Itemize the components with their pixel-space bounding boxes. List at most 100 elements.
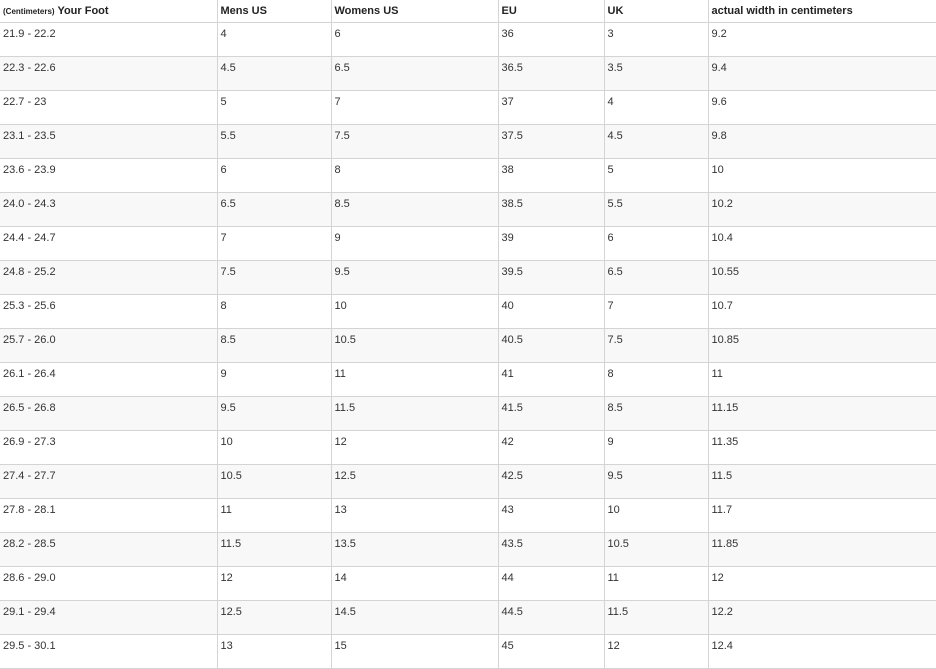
cell-uk: 3.5 [603, 56, 709, 91]
cell-foot-length: 26.9 - 27.3 [0, 430, 218, 465]
cell-womens-us: 13.5 [330, 532, 499, 567]
cell-eu: 40.5 [497, 328, 605, 363]
cell-foot-length: 23.1 - 23.5 [0, 124, 218, 159]
cell-foot-length: 25.7 - 26.0 [0, 328, 218, 363]
cell-eu: 41.5 [497, 396, 605, 431]
table-row: 25.7 - 26.0 8.5 10.5 40.5 7.5 10.85 [0, 328, 936, 363]
cell-uk: 5.5 [603, 192, 709, 227]
cell-mens-us: 6.5 [216, 192, 332, 227]
cell-width-cm: 10 [707, 158, 936, 193]
table-row: 24.8 - 25.2 7.5 9.5 39.5 6.5 10.55 [0, 260, 936, 295]
cell-mens-us: 12 [216, 566, 332, 601]
cell-width-cm: 10.4 [707, 226, 936, 261]
cell-mens-us: 5 [216, 90, 332, 125]
cell-womens-us: 11 [330, 362, 499, 397]
cell-foot-length: 24.0 - 24.3 [0, 192, 218, 227]
cell-mens-us: 5.5 [216, 124, 332, 159]
cell-width-cm: 12 [707, 566, 936, 601]
cell-width-cm: 9.4 [707, 56, 936, 91]
cell-uk: 4 [603, 90, 709, 125]
header-eu: EU [497, 0, 605, 23]
cell-width-cm: 12.2 [707, 600, 936, 635]
table-row: 26.1 - 26.4 9 11 41 8 11 [0, 362, 936, 397]
table-row: 23.1 - 23.5 5.5 7.5 37.5 4.5 9.8 [0, 124, 936, 159]
cell-uk: 11.5 [603, 600, 709, 635]
header-label: Your Foot [57, 5, 109, 17]
cell-foot-length: 24.8 - 25.2 [0, 260, 218, 295]
table-row: 24.0 - 24.3 6.5 8.5 38.5 5.5 10.2 [0, 192, 936, 227]
cell-mens-us: 9 [216, 362, 332, 397]
cell-eu: 39.5 [497, 260, 605, 295]
cell-womens-us: 12.5 [330, 464, 499, 499]
cell-width-cm: 10.85 [707, 328, 936, 363]
cell-mens-us: 7.5 [216, 260, 332, 295]
table-row: 23.6 - 23.9 6 8 38 5 10 [0, 158, 936, 193]
cell-mens-us: 6 [216, 158, 332, 193]
cell-eu: 45 [497, 634, 605, 669]
cell-eu: 36 [497, 22, 605, 57]
cell-mens-us: 8.5 [216, 328, 332, 363]
table-row: 29.1 - 29.4 12.5 14.5 44.5 11.5 12.2 [0, 600, 936, 635]
cell-foot-length: 27.4 - 27.7 [0, 464, 218, 499]
cell-width-cm: 10.55 [707, 260, 936, 295]
cell-eu: 38 [497, 158, 605, 193]
cell-width-cm: 9.2 [707, 22, 936, 57]
cell-womens-us: 11.5 [330, 396, 499, 431]
table-row: 25.3 - 25.6 8 10 40 7 10.7 [0, 294, 936, 329]
cell-foot-length: 25.3 - 25.6 [0, 294, 218, 329]
table-body: 21.9 - 22.2 4 6 36 3 9.2 22.3 - 22.6 4.5 6.5 36.5… [0, 22, 936, 669]
cell-mens-us: 10.5 [216, 464, 332, 499]
cell-foot-length: 24.4 - 24.7 [0, 226, 218, 261]
cell-womens-us: 8 [330, 158, 499, 193]
cell-womens-us: 6 [330, 22, 499, 57]
cell-foot-length: 29.5 - 30.1 [0, 634, 218, 669]
cell-uk: 6 [603, 226, 709, 261]
table-row: 24.4 - 24.7 7 9 39 6 10.4 [0, 226, 936, 261]
cell-womens-us: 7 [330, 90, 499, 125]
cell-eu: 37 [497, 90, 605, 125]
cell-width-cm: 10.7 [707, 294, 936, 329]
header-womens-us: Womens US [330, 0, 499, 23]
cell-width-cm: 12.4 [707, 634, 936, 669]
header-unit-prefix: (Centimeters) [3, 7, 55, 16]
cell-womens-us: 8.5 [330, 192, 499, 227]
table-row: 22.3 - 22.6 4.5 6.5 36.5 3.5 9.4 [0, 56, 936, 91]
cell-uk: 11 [603, 566, 709, 601]
cell-foot-length: 22.3 - 22.6 [0, 56, 218, 91]
cell-womens-us: 12 [330, 430, 499, 465]
cell-womens-us: 7.5 [330, 124, 499, 159]
cell-width-cm: 9.8 [707, 124, 936, 159]
table-row: 26.5 - 26.8 9.5 11.5 41.5 8.5 11.15 [0, 396, 936, 431]
cell-uk: 8.5 [603, 396, 709, 431]
cell-width-cm: 11.7 [707, 498, 936, 533]
cell-foot-length: 23.6 - 23.9 [0, 158, 218, 193]
cell-mens-us: 8 [216, 294, 332, 329]
cell-uk: 12 [603, 634, 709, 669]
cell-uk: 5 [603, 158, 709, 193]
cell-uk: 6.5 [603, 260, 709, 295]
cell-foot-length: 29.1 - 29.4 [0, 600, 218, 635]
cell-womens-us: 13 [330, 498, 499, 533]
cell-eu: 44.5 [497, 600, 605, 635]
cell-mens-us: 4 [216, 22, 332, 57]
cell-eu: 43 [497, 498, 605, 533]
cell-foot-length: 22.7 - 23 [0, 90, 218, 125]
header-uk: UK [603, 0, 709, 23]
cell-width-cm: 11.5 [707, 464, 936, 499]
cell-width-cm: 11.35 [707, 430, 936, 465]
cell-eu: 37.5 [497, 124, 605, 159]
cell-foot-length: 21.9 - 22.2 [0, 22, 218, 57]
cell-width-cm: 10.2 [707, 192, 936, 227]
cell-eu: 43.5 [497, 532, 605, 567]
cell-uk: 4.5 [603, 124, 709, 159]
cell-eu: 36.5 [497, 56, 605, 91]
table-row: 27.4 - 27.7 10.5 12.5 42.5 9.5 11.5 [0, 464, 936, 499]
table-row: 26.9 - 27.3 10 12 42 9 11.35 [0, 430, 936, 465]
cell-eu: 40 [497, 294, 605, 329]
cell-uk: 7.5 [603, 328, 709, 363]
cell-uk: 10 [603, 498, 709, 533]
cell-width-cm: 9.6 [707, 90, 936, 125]
cell-mens-us: 13 [216, 634, 332, 669]
cell-eu: 38.5 [497, 192, 605, 227]
